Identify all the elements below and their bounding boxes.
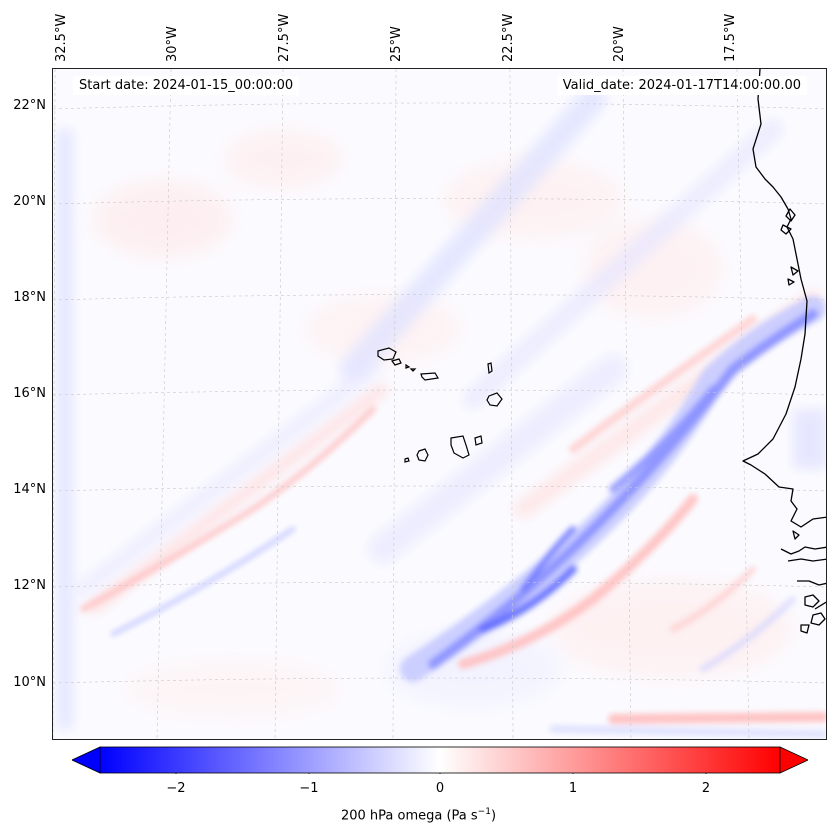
map-panel — [52, 68, 827, 740]
lon-label-17-5w: 17.5°W — [723, 13, 738, 62]
lon-label-30w: 30°W — [165, 26, 180, 62]
colorbar-min-extend — [72, 746, 101, 774]
lon-label-20w: 20°W — [612, 26, 627, 62]
valid-date-label: Valid_date: 2024-01-17T14:00:00.00 — [556, 76, 807, 95]
start-date-label: Start date: 2024-01-15_00:00:00 — [73, 76, 300, 95]
colorbar-tick-1: 1 — [568, 781, 578, 796]
lat-label-22n: 22°N — [13, 98, 46, 113]
colorbar-tick-neg2: −2 — [166, 781, 186, 796]
colorbar-tick-0: 0 — [435, 781, 445, 796]
omega-field-map — [53, 69, 826, 739]
colorbar-max-extend — [779, 746, 808, 774]
lon-label-27-5w: 27.5°W — [277, 13, 292, 62]
cape-verde-islands — [377, 347, 503, 463]
colorbar — [72, 746, 808, 774]
lat-label-16n: 16°N — [13, 386, 46, 401]
graticule — [53, 69, 826, 739]
lon-label-22-5w: 22.5°W — [501, 13, 516, 62]
africa-coastline — [742, 69, 826, 634]
lat-label-20n: 20°N — [13, 194, 46, 209]
colorbar-label-close: ) — [490, 808, 497, 824]
colorbar-tick-neg1: −1 — [299, 781, 319, 796]
colorbar-label: 200 hPa omega (Pa s−1) — [0, 807, 837, 823]
lon-label-25w: 25°W — [389, 26, 404, 62]
lat-label-14n: 14°N — [13, 482, 46, 497]
colorbar-gradient — [99, 746, 781, 774]
colorbar-label-exponent: −1 — [477, 807, 491, 817]
colorbar-label-text: 200 hPa omega (Pa s — [340, 808, 478, 824]
lat-label-18n: 18°N — [13, 290, 46, 305]
colorbar-tick-2: 2 — [701, 781, 711, 796]
lat-label-10n: 10°N — [13, 675, 46, 690]
lat-label-12n: 12°N — [13, 578, 46, 593]
lon-label-32-5w: 32.5°W — [54, 13, 69, 62]
omega-shading — [53, 69, 826, 739]
